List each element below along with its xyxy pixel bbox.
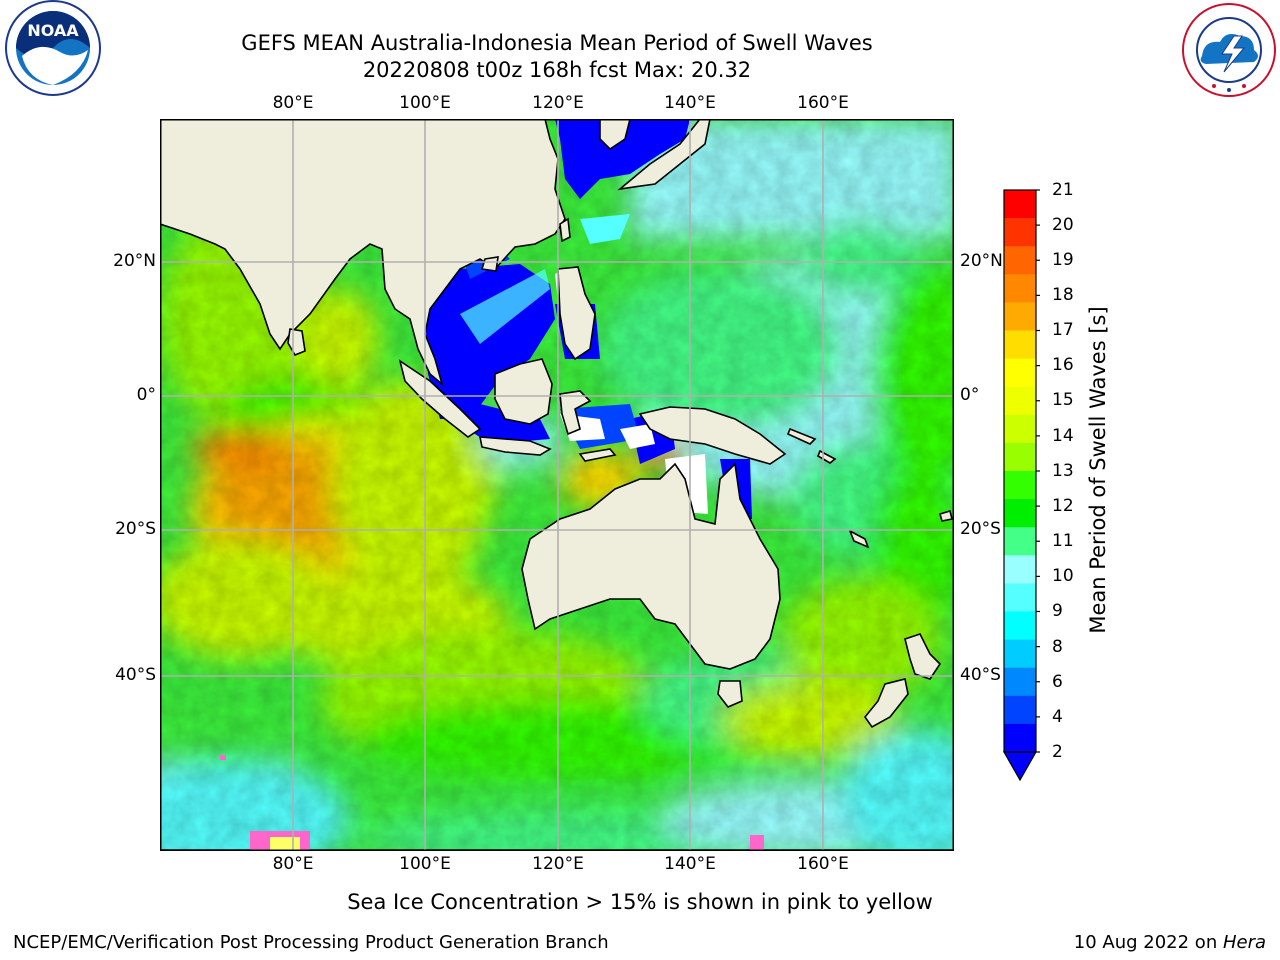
noaa-logo: NOAA	[5, 0, 101, 96]
colorbar-segment	[1004, 386, 1036, 416]
colorbar-tick-19: 19	[1052, 250, 1074, 270]
colorbar	[1002, 189, 1040, 782]
lat-label-right-20s: 20°S	[960, 519, 1001, 539]
graticule	[160, 119, 954, 851]
footer-organization: NCEP/EMC/Verification Post Processing Pr…	[13, 932, 609, 953]
colorbar-tick-11: 11	[1052, 531, 1074, 551]
colorbar-segment	[1004, 499, 1036, 528]
colorbar-tick-16: 16	[1052, 355, 1074, 375]
colorbar-segment	[1004, 414, 1036, 444]
colorbar-segment	[1004, 330, 1036, 360]
colorbar-tick-8: 8	[1052, 637, 1063, 657]
map-frame	[160, 119, 954, 851]
lon-label-top-120e: 120°E	[532, 93, 584, 113]
colorbar-segment	[1004, 611, 1036, 641]
colorbar-tick-2: 2	[1052, 742, 1063, 762]
nws-logo	[1182, 3, 1276, 97]
colorbar-tick-14: 14	[1052, 426, 1074, 446]
swell-period-map	[160, 119, 954, 851]
colorbar-segment	[1004, 274, 1036, 303]
lat-label-left-20n: 20°N	[113, 251, 156, 271]
colorbar-tick-15: 15	[1052, 390, 1074, 410]
colorbar-segment	[1004, 471, 1036, 500]
lon-label-bottom-100e: 100°E	[399, 854, 451, 874]
colorbar-extend-arrow	[1002, 751, 1038, 782]
colorbar-segment	[1004, 218, 1036, 247]
lat-label-right-0: 0°	[960, 385, 980, 405]
lon-label-bottom-80e: 80°E	[272, 854, 314, 874]
colorbar-tick-21: 21	[1052, 180, 1074, 200]
colorbar-segment	[1004, 246, 1036, 275]
lon-label-bottom-160e: 160°E	[797, 854, 849, 874]
map-title-line1: GEFS MEAN Australia-Indonesia Mean Perio…	[241, 31, 873, 55]
colorbar-segment	[1004, 190, 1036, 219]
lat-label-right-20n: 20°N	[960, 251, 1003, 271]
land-masses	[160, 119, 954, 851]
colorbar-segment	[1004, 583, 1036, 612]
lon-label-bottom-140e: 140°E	[664, 854, 716, 874]
colorbar-segment	[1004, 639, 1036, 669]
lon-label-top-100e: 100°E	[399, 93, 451, 113]
colorbar-tick-20: 20	[1052, 215, 1074, 235]
lon-label-top-160e: 160°E	[797, 93, 849, 113]
lon-label-bottom-120e: 120°E	[532, 854, 584, 874]
colorbar-tick-9: 9	[1052, 601, 1063, 621]
colorbar-segment	[1004, 442, 1036, 472]
lon-label-top-140e: 140°E	[664, 93, 716, 113]
colorbar-segment	[1004, 723, 1036, 753]
lon-label-top-80e: 80°E	[272, 93, 314, 113]
colorbar-segment	[1004, 302, 1036, 331]
colorbar-segment	[1004, 555, 1036, 584]
footer-date: 10 Aug 2022 on	[1073, 932, 1223, 953]
sea-ice-note: Sea Ice Concentration > 15% is shown in …	[347, 890, 933, 914]
colorbar-tick-12: 12	[1052, 496, 1074, 516]
colorbar-tick-4: 4	[1052, 707, 1063, 727]
colorbar-segment	[1004, 695, 1036, 725]
colorbar-tick-10: 10	[1052, 566, 1074, 586]
footer-machine: Hera	[1222, 932, 1266, 953]
map-title-line2: 20220808 t00z 168h fcst Max: 20.32	[362, 58, 752, 82]
colorbar-tick-17: 17	[1052, 320, 1074, 340]
colorbar-segment	[1004, 527, 1036, 556]
colorbar-segment	[1004, 667, 1036, 697]
colorbar-segment	[1004, 358, 1036, 388]
footer-run-info: 10 Aug 2022 on Hera	[1074, 932, 1266, 953]
colorbar-tick-13: 13	[1052, 461, 1074, 481]
lat-label-left-40s: 40°S	[115, 665, 156, 685]
lat-label-right-40s: 40°S	[960, 665, 1001, 685]
lat-label-left-0: 0°	[136, 385, 156, 405]
colorbar-tick-18: 18	[1052, 285, 1074, 305]
svg-text:NOAA: NOAA	[27, 21, 79, 40]
lat-label-left-20s: 20°S	[115, 519, 156, 539]
colorbar-label: Mean Period of Swell Waves [s]	[1086, 306, 1110, 634]
colorbar-tick-6: 6	[1052, 672, 1063, 692]
